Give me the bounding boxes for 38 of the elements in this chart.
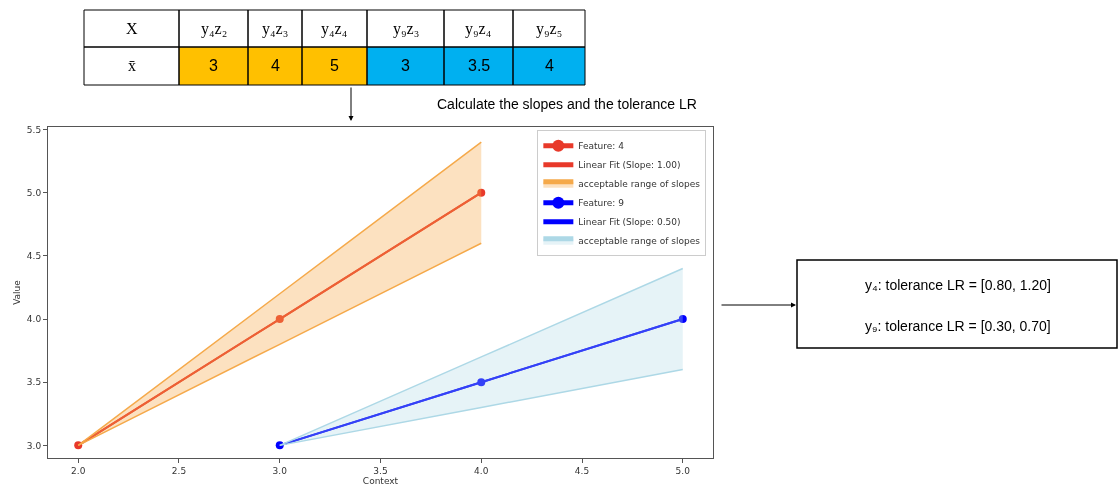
text: y₉: tolerance LR = [0.30, 0.70] xyxy=(865,318,1051,334)
x-tick-label: 4.0 xyxy=(474,465,489,476)
legend-label: Linear Fit (Slope: 1.00) xyxy=(578,160,681,171)
y-tick-label: 3.5 xyxy=(26,377,42,388)
x-axis-title: Context xyxy=(362,475,399,486)
text: 3 xyxy=(209,57,218,74)
text: y₄z₄ xyxy=(321,20,348,38)
legend-label: Feature: 9 xyxy=(578,198,625,209)
text: 4 xyxy=(271,57,280,74)
x-tick-label: 2.5 xyxy=(171,465,187,476)
legend-label: Linear Fit (Slope: 0.50) xyxy=(578,217,681,228)
text: y₄z₃ xyxy=(262,20,289,38)
y-tick-label: 5.0 xyxy=(26,187,42,198)
text: y₄: tolerance LR = [0.80, 1.20] xyxy=(865,277,1051,293)
text: 3 xyxy=(401,57,410,74)
y-axis-title: Value xyxy=(12,279,23,305)
x-tick-label: 3.0 xyxy=(272,465,288,476)
text: Calculate the slopes and the tolerance LR xyxy=(437,96,697,112)
text: X xyxy=(126,20,138,37)
x-tick-label: 3.5 xyxy=(373,465,388,476)
x-tick-label: 2.0 xyxy=(71,465,86,476)
y-tick-label: 4.0 xyxy=(26,314,42,325)
x-tick-label: 5.0 xyxy=(675,465,691,476)
x-tick-label: 4.5 xyxy=(574,465,590,476)
text: 4 xyxy=(545,57,554,74)
text: y₉z₅ xyxy=(536,20,563,38)
y-tick-label: 4.5 xyxy=(26,251,42,262)
y-tick-label: 3.0 xyxy=(26,440,42,451)
legend-label: acceptable range of slopes xyxy=(578,179,701,190)
text: y₄z₂ xyxy=(201,20,228,38)
legend-label: acceptable range of slopes xyxy=(578,236,701,247)
y-tick-label: 5.5 xyxy=(26,124,42,135)
text: y₉z₄ xyxy=(465,20,492,38)
text: 3.5 xyxy=(468,57,491,74)
text: 5 xyxy=(330,57,339,74)
text: y₉z₃ xyxy=(393,20,420,38)
text: x̄ xyxy=(128,57,136,74)
legend-label: Feature: 4 xyxy=(578,141,625,152)
